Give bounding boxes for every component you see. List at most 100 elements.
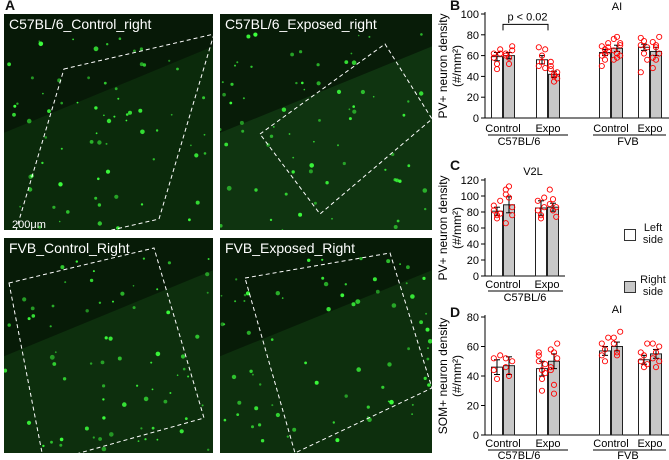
neuron-dot bbox=[355, 299, 361, 304]
bar bbox=[611, 346, 623, 436]
neuron-dot bbox=[223, 418, 227, 422]
neuron-dot bbox=[258, 423, 262, 427]
neuron-dot bbox=[387, 400, 390, 403]
data-point bbox=[505, 60, 513, 67]
data-point bbox=[538, 375, 546, 382]
neuron-dot bbox=[231, 374, 237, 380]
neuron-dot bbox=[299, 50, 303, 54]
neuron-dot bbox=[94, 106, 98, 110]
neuron-dot bbox=[184, 417, 188, 420]
neuron-dot bbox=[281, 107, 287, 112]
neuron-dot bbox=[351, 302, 356, 307]
neuron-dot bbox=[155, 351, 161, 357]
neuron-dot bbox=[176, 374, 179, 376]
neuron-dot bbox=[405, 282, 408, 285]
data-point bbox=[613, 50, 621, 57]
neuron-dot bbox=[60, 265, 65, 270]
neuron-dot bbox=[336, 89, 342, 94]
category-label: Expo bbox=[535, 438, 560, 450]
neuron-dot bbox=[271, 404, 274, 407]
neuron-dot bbox=[170, 113, 173, 116]
data-point bbox=[649, 355, 656, 362]
neuron-dot bbox=[142, 257, 145, 260]
neuron-dot bbox=[103, 81, 107, 85]
y-tick-label: 20 bbox=[467, 92, 479, 104]
data-point bbox=[649, 340, 656, 347]
neuron-dot bbox=[391, 303, 397, 308]
data-point bbox=[538, 58, 546, 65]
neuron-dot bbox=[106, 43, 109, 46]
data-point bbox=[640, 37, 648, 45]
data-point bbox=[637, 358, 644, 365]
neuron-dot bbox=[194, 153, 199, 158]
neuron-dot bbox=[386, 259, 391, 264]
neuron-dot bbox=[97, 221, 103, 226]
neuron-dot bbox=[251, 425, 254, 429]
neuron-dot bbox=[140, 427, 143, 430]
group-label: C57BL/6 bbox=[498, 450, 541, 460]
neuron-dot bbox=[176, 67, 179, 71]
y-axis-label: PV+ neuron density(#/mm²) bbox=[436, 13, 464, 118]
neuron-dot bbox=[303, 88, 306, 91]
neuron-dot bbox=[118, 37, 122, 40]
bar bbox=[638, 359, 650, 436]
neuron-dot bbox=[64, 281, 67, 284]
neuron-dot bbox=[26, 118, 32, 124]
data-point bbox=[550, 390, 558, 397]
neuron-dot bbox=[105, 142, 108, 145]
neuron-dot bbox=[19, 205, 21, 208]
data-point bbox=[637, 349, 644, 356]
neuron-dot bbox=[195, 334, 200, 339]
neuron-dot bbox=[201, 404, 204, 407]
neuron-dot bbox=[92, 270, 95, 273]
data-point bbox=[613, 349, 621, 356]
neuron-dot bbox=[166, 310, 171, 315]
neuron-dot bbox=[372, 95, 375, 98]
neuron-dot bbox=[223, 323, 226, 326]
category-label: Control bbox=[485, 438, 520, 450]
neuron-dot bbox=[44, 136, 48, 139]
neuron-dot bbox=[93, 46, 99, 52]
neuron-dot bbox=[85, 309, 89, 313]
data-point bbox=[547, 58, 554, 65]
neuron-dot bbox=[150, 361, 153, 364]
data-point bbox=[605, 334, 612, 341]
neuron-dot bbox=[12, 112, 16, 117]
neuron-dot bbox=[344, 60, 349, 64]
neuron-dot bbox=[424, 207, 427, 211]
neuron-dot bbox=[128, 110, 132, 115]
neuron-dot bbox=[407, 100, 410, 103]
neuron-dot bbox=[427, 383, 431, 387]
neuron-dot bbox=[372, 277, 377, 282]
data-point bbox=[505, 372, 513, 380]
neuron-dot bbox=[54, 351, 57, 354]
tissue-shade bbox=[4, 14, 213, 133]
neuron-dot bbox=[286, 435, 289, 438]
neuron-dot bbox=[16, 102, 19, 105]
neuron-dot bbox=[272, 126, 275, 128]
neuron-dot bbox=[220, 224, 223, 228]
neuron-dot bbox=[422, 276, 426, 280]
panel-label-d: D bbox=[450, 304, 461, 320]
roi-outline bbox=[8, 247, 205, 453]
neuron-dot bbox=[38, 40, 41, 43]
neuron-dot bbox=[179, 429, 184, 434]
micrograph-label: FVB_Exposed_Right bbox=[225, 240, 355, 256]
data-point bbox=[550, 78, 558, 85]
neuron-dot bbox=[226, 185, 232, 191]
data-point bbox=[605, 48, 612, 55]
neuron-dot bbox=[52, 362, 57, 366]
neuron-dot bbox=[393, 225, 398, 229]
significance-label: p < 0.02 bbox=[507, 11, 547, 23]
data-point bbox=[535, 352, 542, 359]
data-point bbox=[601, 50, 609, 57]
neuron-dot bbox=[419, 91, 424, 96]
neuron-dot bbox=[337, 144, 339, 147]
neuron-dot bbox=[117, 356, 122, 361]
neuron-dot bbox=[58, 220, 61, 223]
neuron-dot bbox=[332, 421, 335, 424]
data-point bbox=[546, 200, 553, 208]
neuron-dot bbox=[87, 76, 90, 80]
data-point bbox=[554, 340, 561, 347]
data-point bbox=[652, 349, 660, 356]
